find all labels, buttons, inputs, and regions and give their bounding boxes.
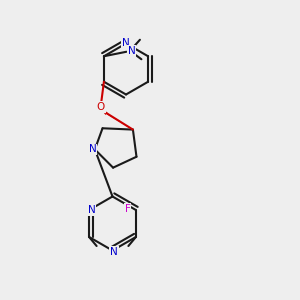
Text: F: F bbox=[124, 203, 130, 214]
Text: O: O bbox=[97, 102, 105, 112]
Text: N: N bbox=[122, 38, 130, 48]
Text: N: N bbox=[110, 247, 118, 257]
Text: N: N bbox=[88, 205, 95, 215]
Text: N: N bbox=[88, 144, 96, 154]
Text: N: N bbox=[128, 46, 135, 56]
